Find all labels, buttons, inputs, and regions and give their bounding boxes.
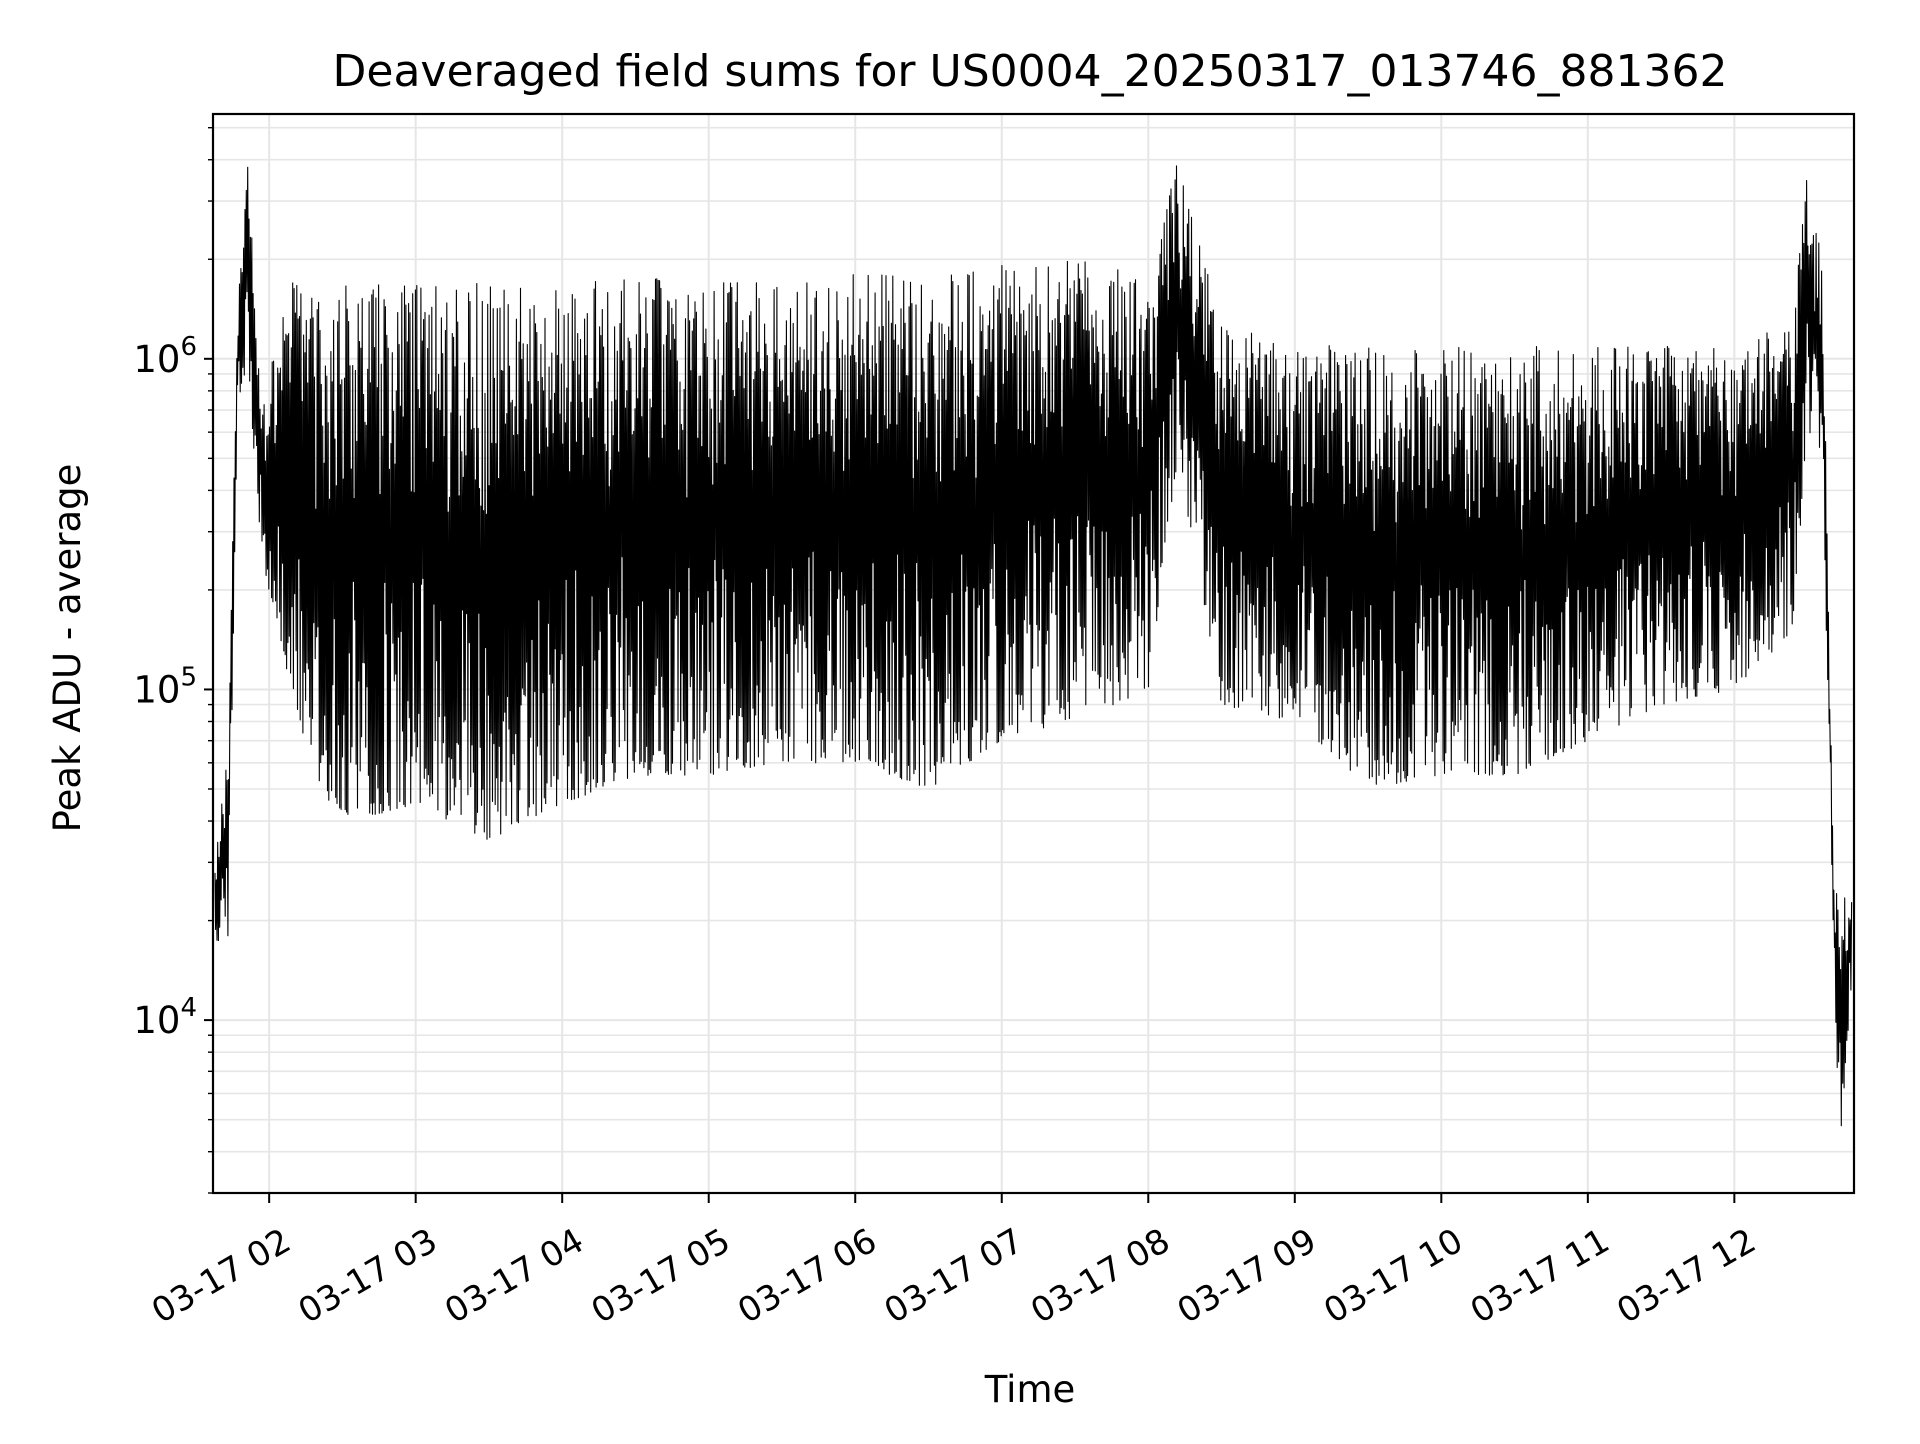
y-tick-label: 105 bbox=[133, 662, 197, 711]
x-tick-label: 03-17 07 bbox=[878, 1221, 1030, 1332]
x-tick-label: 03-17 08 bbox=[1024, 1221, 1176, 1332]
y-tick-label: 104 bbox=[133, 993, 197, 1042]
x-axis-label: Time bbox=[984, 1368, 1076, 1411]
x-tick-label: 03-17 06 bbox=[731, 1221, 883, 1332]
data-layer bbox=[214, 165, 1853, 1127]
x-tick-label: 03-17 12 bbox=[1610, 1221, 1762, 1332]
chart-title: Deaveraged field sums for US0004_2025031… bbox=[333, 46, 1728, 97]
series-line bbox=[214, 165, 1853, 1127]
x-tick-label: 03-17 03 bbox=[292, 1221, 444, 1332]
x-tick-label: 03-17 10 bbox=[1317, 1221, 1469, 1332]
x-tick-label: 03-17 09 bbox=[1171, 1221, 1323, 1332]
x-tick-label: 03-17 02 bbox=[145, 1221, 297, 1332]
y-tick-label: 106 bbox=[133, 332, 197, 381]
plot-frame bbox=[211, 112, 1856, 1195]
y-axis-label: Peak ADU - average bbox=[46, 464, 89, 833]
x-tick-label: 03-17 04 bbox=[438, 1221, 590, 1332]
x-tick-label: 03-17 11 bbox=[1464, 1221, 1616, 1332]
x-tick-label: 03-17 05 bbox=[585, 1221, 737, 1332]
